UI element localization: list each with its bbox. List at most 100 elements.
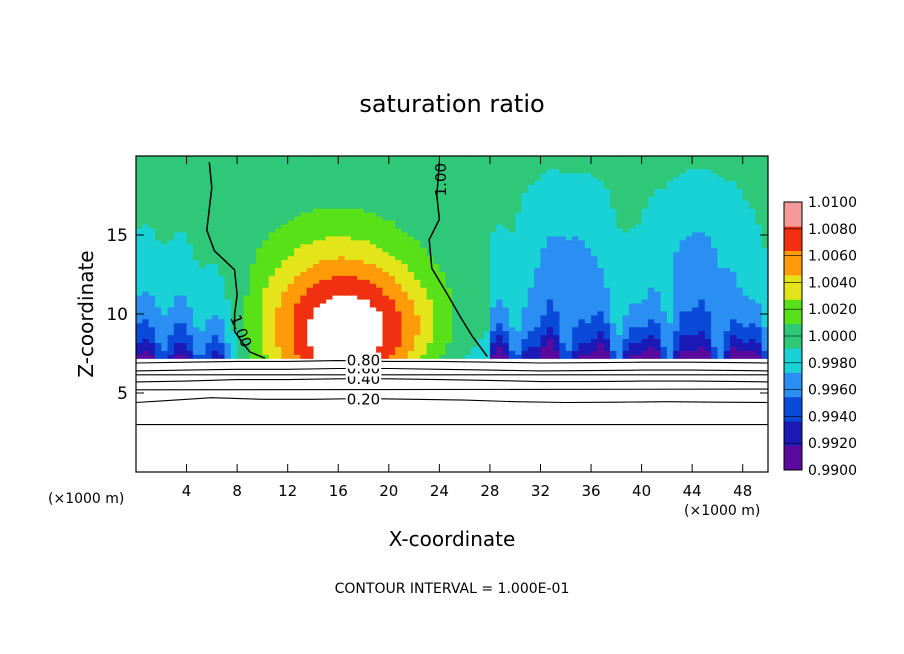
field-cell <box>597 204 605 209</box>
field-cell <box>420 251 428 257</box>
field-cell <box>312 223 320 229</box>
field-cell <box>704 247 712 253</box>
field-cell <box>281 283 289 288</box>
field-cell <box>610 212 617 217</box>
field-cell <box>578 342 586 347</box>
field-cell <box>287 247 295 253</box>
field-cell <box>464 164 472 170</box>
field-cell <box>154 227 162 233</box>
field-cell <box>445 196 453 201</box>
field-cell <box>458 330 466 336</box>
field-cell <box>211 251 219 257</box>
field-cell <box>294 208 301 213</box>
field-cell <box>414 156 421 158</box>
field-cell <box>540 216 548 221</box>
field-cell <box>281 251 289 257</box>
field-cell <box>508 350 516 355</box>
field-cell <box>218 287 226 292</box>
field-cell <box>553 346 561 351</box>
field-cell <box>300 302 308 308</box>
field-cell <box>154 338 162 344</box>
field-cell <box>312 267 320 272</box>
field-cell <box>376 168 384 174</box>
field-cell <box>515 168 523 174</box>
field-cell <box>426 204 434 209</box>
field-cell <box>584 318 592 324</box>
field-cell <box>685 176 693 182</box>
field-cell <box>243 318 251 324</box>
field-cell <box>553 291 561 296</box>
field-cell <box>350 219 358 225</box>
field-cell <box>142 184 150 189</box>
field-cell <box>211 338 219 344</box>
field-cell <box>420 287 428 292</box>
field-cell <box>414 156 421 162</box>
field-cell <box>635 172 643 178</box>
field-cell <box>230 279 238 284</box>
field-cell <box>369 219 377 225</box>
field-cell <box>673 227 681 233</box>
field-cell <box>622 172 630 178</box>
field-cell <box>401 255 409 261</box>
field-cell <box>331 239 339 245</box>
field-cell <box>281 180 289 186</box>
field-cell <box>211 271 219 276</box>
field-cell <box>628 160 636 166</box>
field-cell <box>243 275 251 280</box>
field-cell <box>142 239 150 245</box>
field-cell <box>483 306 491 312</box>
field-cell <box>534 318 542 324</box>
field-cell <box>173 164 181 170</box>
field-cell <box>572 310 579 316</box>
field-cell <box>591 346 598 351</box>
field-cell <box>616 212 624 217</box>
field-cell <box>433 267 440 272</box>
field-cell <box>458 334 466 340</box>
field-cell <box>458 350 466 355</box>
field-cell <box>407 346 415 351</box>
field-cell <box>243 227 251 233</box>
field-cell <box>572 247 579 253</box>
field-cell <box>211 212 219 217</box>
field-cell <box>256 247 263 253</box>
field-cell <box>647 223 655 229</box>
field-cell <box>154 326 162 332</box>
field-cell <box>249 235 257 241</box>
field-cell <box>262 334 270 340</box>
field-cell <box>205 192 213 197</box>
field-cell <box>388 247 396 253</box>
field-cell <box>597 314 605 320</box>
field-cell <box>704 156 712 158</box>
field-cell <box>559 196 567 201</box>
field-cell <box>610 243 617 249</box>
field-cell <box>628 318 636 324</box>
field-cell <box>230 176 238 182</box>
field-cell <box>692 275 700 280</box>
field-cell <box>439 326 447 332</box>
field-cell <box>616 156 624 158</box>
field-cell <box>521 239 529 245</box>
field-cell <box>578 322 586 328</box>
field-cell <box>742 200 750 205</box>
field-cell <box>275 200 282 205</box>
field-cell <box>711 298 719 304</box>
field-cell <box>439 200 447 205</box>
field-cell <box>749 298 756 304</box>
field-cell <box>161 283 169 288</box>
field-cell <box>597 326 605 332</box>
field-cell <box>268 275 276 280</box>
field-cell <box>502 259 510 265</box>
field-cell <box>534 239 542 245</box>
field-cell <box>660 227 668 233</box>
field-cell <box>281 239 289 245</box>
field-cell <box>376 172 384 178</box>
field-cell <box>597 192 605 197</box>
field-cell <box>666 287 674 292</box>
field-cell <box>458 287 466 292</box>
field-cell <box>698 219 706 225</box>
field-cell <box>496 192 504 197</box>
field-cell <box>218 310 226 316</box>
field-cell <box>312 168 320 174</box>
field-cell <box>154 168 162 174</box>
field-cell <box>445 342 453 347</box>
